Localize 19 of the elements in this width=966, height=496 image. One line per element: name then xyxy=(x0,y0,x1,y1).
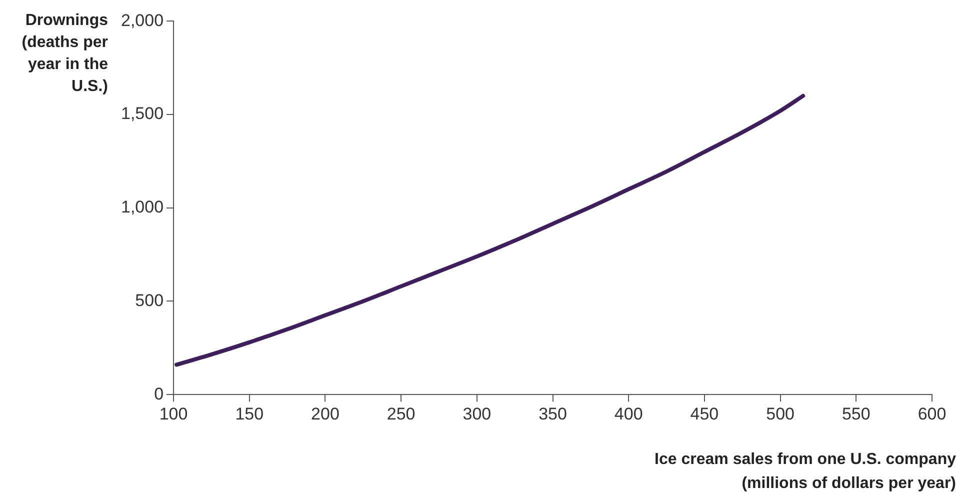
y-tick-label: 2,000 xyxy=(120,10,164,30)
x-tick-label: 300 xyxy=(462,404,492,424)
y-axis-title: Drownings (deaths per year in the U.S.) xyxy=(20,11,108,97)
y-tick-label: 0 xyxy=(154,384,164,404)
x-tick-label: 400 xyxy=(614,404,643,424)
y-tick-label: 1,000 xyxy=(120,198,164,217)
x-tick-label: 550 xyxy=(842,404,870,424)
x-tick-label: 150 xyxy=(235,404,264,424)
y-tick-label: 1,500 xyxy=(120,104,164,124)
x-axis-title: Ice cream sales from one U.S. company (millions of dollars per year) xyxy=(654,450,956,494)
y-tick-label: 500 xyxy=(135,290,164,310)
x-tick-label: 600 xyxy=(918,404,946,424)
x-tick-label: 350 xyxy=(538,404,567,424)
x-tick-label: 450 xyxy=(690,404,719,424)
x-tick-label: 250 xyxy=(386,404,416,424)
x-tick-label: 500 xyxy=(766,404,794,424)
line-series xyxy=(174,94,806,367)
x-tick-label: 200 xyxy=(311,404,340,424)
x-tick-label: 100 xyxy=(159,404,188,424)
